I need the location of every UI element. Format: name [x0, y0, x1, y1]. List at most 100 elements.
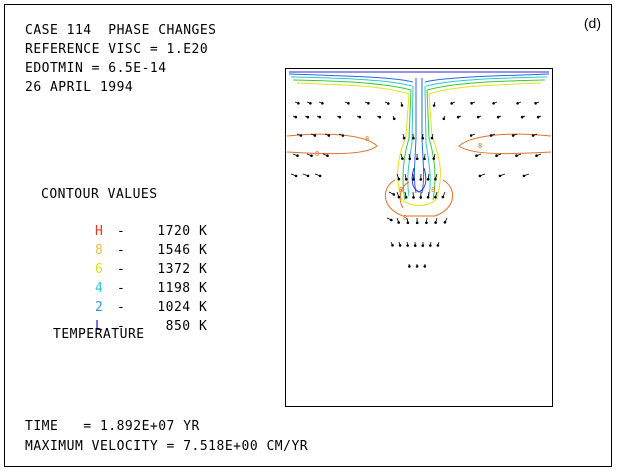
legend-title: CONTOUR VALUES — [41, 187, 158, 202]
velocity-arrowhead — [378, 115, 382, 119]
contour-label-8: 8 — [478, 142, 482, 150]
velocity-arrowhead — [450, 102, 454, 105]
velocity-arrowhead — [441, 195, 445, 199]
velocity-arrowhead — [412, 196, 415, 199]
velocity-arrowhead — [412, 178, 415, 181]
velocity-arrowhead — [423, 157, 426, 161]
contour-label-8: 8 — [315, 150, 319, 158]
velocity-arrowhead — [522, 174, 526, 178]
velocity-arrowhead — [392, 193, 396, 196]
velocity-arrowhead — [310, 154, 313, 157]
plot-border — [285, 68, 553, 407]
velocity-arrowhead — [469, 134, 473, 137]
velocity-arrowhead — [294, 115, 298, 119]
legend-dash: - — [116, 224, 126, 239]
velocity-arrowhead — [341, 134, 345, 137]
contour-label-8: 8 — [403, 214, 407, 222]
velocity-arrowhead — [318, 174, 322, 178]
legend-symbol: L — [94, 319, 104, 334]
velocity-arrowhead — [397, 195, 401, 199]
velocity-arrowhead — [456, 115, 460, 119]
legend-row: H - 1720 K — [45, 209, 207, 254]
legend-row: 2- 1024 K — [45, 285, 207, 330]
velocity-arrowhead — [436, 244, 440, 247]
velocity-arrowhead — [496, 115, 500, 119]
velocity-arrowhead — [419, 196, 423, 199]
velocity-arrowhead — [299, 134, 303, 137]
velocity-arrowhead — [313, 134, 317, 137]
boundary-layer-contours — [288, 71, 550, 95]
velocity-arrowhead — [327, 134, 331, 137]
velocity-arrowhead — [358, 115, 362, 119]
velocity-arrowhead — [390, 218, 393, 222]
max-velocity-readout: MAXIMUM VELOCITY = 7.518E+00 CM/YR — [25, 439, 309, 454]
velocity-arrowhead — [432, 104, 436, 107]
velocity-arrowhead — [535, 154, 538, 157]
velocity-arrowhead — [415, 221, 419, 225]
velocity-arrowhead — [398, 244, 402, 247]
velocity-arrowhead — [419, 178, 423, 181]
legend-row: 6- 1372 K — [45, 247, 207, 292]
legend-row: 4- 1198 K — [45, 266, 207, 311]
velocity-arrowhead — [406, 221, 410, 225]
velocity-arrowhead — [297, 101, 300, 105]
velocity-arrowhead — [470, 101, 473, 105]
panel-label: (d) — [583, 15, 601, 31]
plume-contours — [397, 78, 441, 206]
velocity-arrowhead — [367, 101, 370, 105]
velocity-arrowhead — [296, 154, 299, 157]
velocity-arrowhead — [432, 157, 436, 160]
velocity-arrowhead — [515, 154, 518, 157]
velocity-arrowhead — [318, 115, 322, 119]
velocity-vectors — [290, 101, 542, 268]
velocity-arrowhead — [520, 115, 524, 119]
reference-visc: REFERENCE VISC = 1.E20 — [25, 42, 209, 57]
velocity-arrowhead — [434, 177, 437, 181]
velocity-arrowhead — [434, 221, 437, 224]
velocity-arrowhead — [392, 117, 396, 121]
legend-row: 8- 1546 K — [45, 228, 207, 273]
velocity-arrowhead — [426, 178, 430, 181]
velocity-arrowhead — [408, 157, 412, 160]
velocity-arrowhead — [321, 101, 324, 105]
velocity-arrowhead — [442, 117, 446, 121]
velocity-arrowhead — [404, 196, 408, 199]
velocity-arrowhead — [404, 178, 408, 181]
velocity-arrowhead — [326, 154, 329, 157]
case-title: CASE 114 PHASE CHANGES — [25, 23, 217, 38]
temperature-contour-plot: 8 8 8 8 8 8 — [285, 68, 553, 407]
velocity-arrowhead — [429, 244, 432, 247]
velocity-arrowhead — [425, 221, 428, 225]
velocity-arrowhead — [498, 174, 502, 178]
contour-label-8: 8 — [365, 135, 369, 143]
velocity-arrowhead — [495, 154, 498, 157]
velocity-arrowhead — [397, 177, 401, 181]
velocity-arrowhead — [397, 221, 400, 224]
velocity-arrowhead — [475, 154, 478, 157]
velocity-arrowhead — [347, 101, 350, 105]
run-date: 26 APRIL 1994 — [25, 80, 134, 95]
legend-value: 1024 K — [157, 300, 208, 315]
velocity-arrowhead — [415, 157, 419, 161]
legend-symbol: 2 — [94, 300, 104, 315]
legend-dash: - — [116, 243, 126, 258]
velocity-arrowhead — [476, 115, 480, 119]
velocity-arrowhead — [306, 174, 310, 178]
velocity-arrowhead — [531, 134, 535, 137]
velocity-arrowhead — [430, 136, 434, 140]
velocity-arrowhead — [489, 134, 493, 137]
velocity-arrowhead — [421, 244, 425, 247]
velocity-arrowhead — [408, 265, 411, 268]
legend-symbol: 4 — [94, 281, 104, 296]
figure-frame: CASE 114 PHASE CHANGES REFERENCE VISC = … — [4, 4, 612, 467]
velocity-arrowhead — [511, 134, 515, 137]
velocity-arrowhead — [413, 244, 417, 247]
velocity-arrowhead — [534, 101, 537, 105]
velocity-arrowhead — [306, 115, 310, 119]
legend-symbol: H — [94, 224, 104, 239]
legend-value: 1720 K — [157, 224, 208, 239]
velocity-arrowhead — [391, 244, 394, 247]
legend-dash: - — [116, 281, 126, 296]
velocity-arrowhead — [338, 115, 342, 119]
legend-symbol: 6 — [94, 262, 104, 277]
